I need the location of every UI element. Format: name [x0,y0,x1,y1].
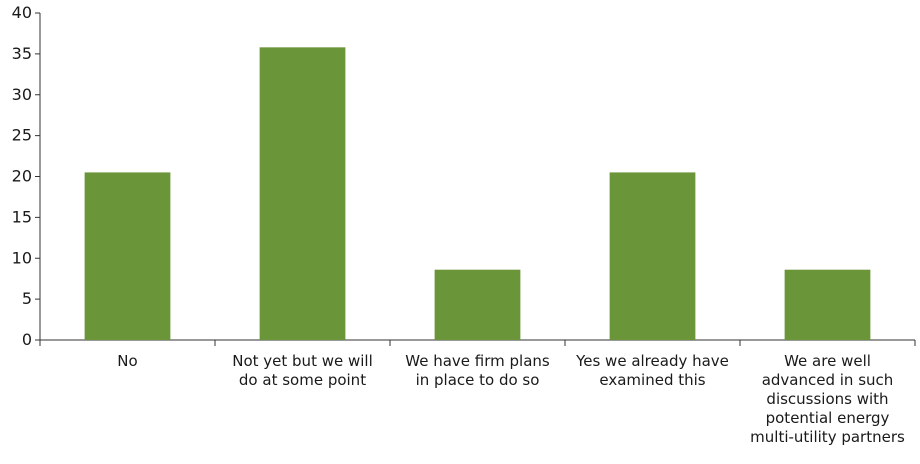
y-tick-label: 0 [22,330,32,349]
y-tick-label: 5 [22,289,32,308]
y-tick-label: 15 [12,207,32,226]
x-tick-label: Yes we already have examined this [575,352,729,389]
x-tick-label: No [117,352,137,370]
bar [84,172,171,340]
y-tick-label: 30 [12,85,32,104]
x-tick-label: We are well advanced in such discussions w… [750,352,905,446]
y-tick-label: 35 [12,44,32,63]
bar [784,269,871,340]
y-tick-label: 10 [12,248,32,267]
y-tick-label: 40 [12,3,32,22]
x-tick-label: Not yet but we will do at some point [232,352,373,389]
y-tick-label: 20 [12,167,32,186]
x-axis: No Not yet but we will do at some point We … [39,339,916,446]
bar [434,269,521,340]
bar [259,47,346,341]
y-tick-label: 25 [12,126,32,145]
bar [609,172,696,340]
x-tick-label: We have firm plans in place to do so [405,352,550,389]
bars [84,47,871,341]
y-axis: 0 5 10 15 20 25 30 35 40 [12,3,41,349]
